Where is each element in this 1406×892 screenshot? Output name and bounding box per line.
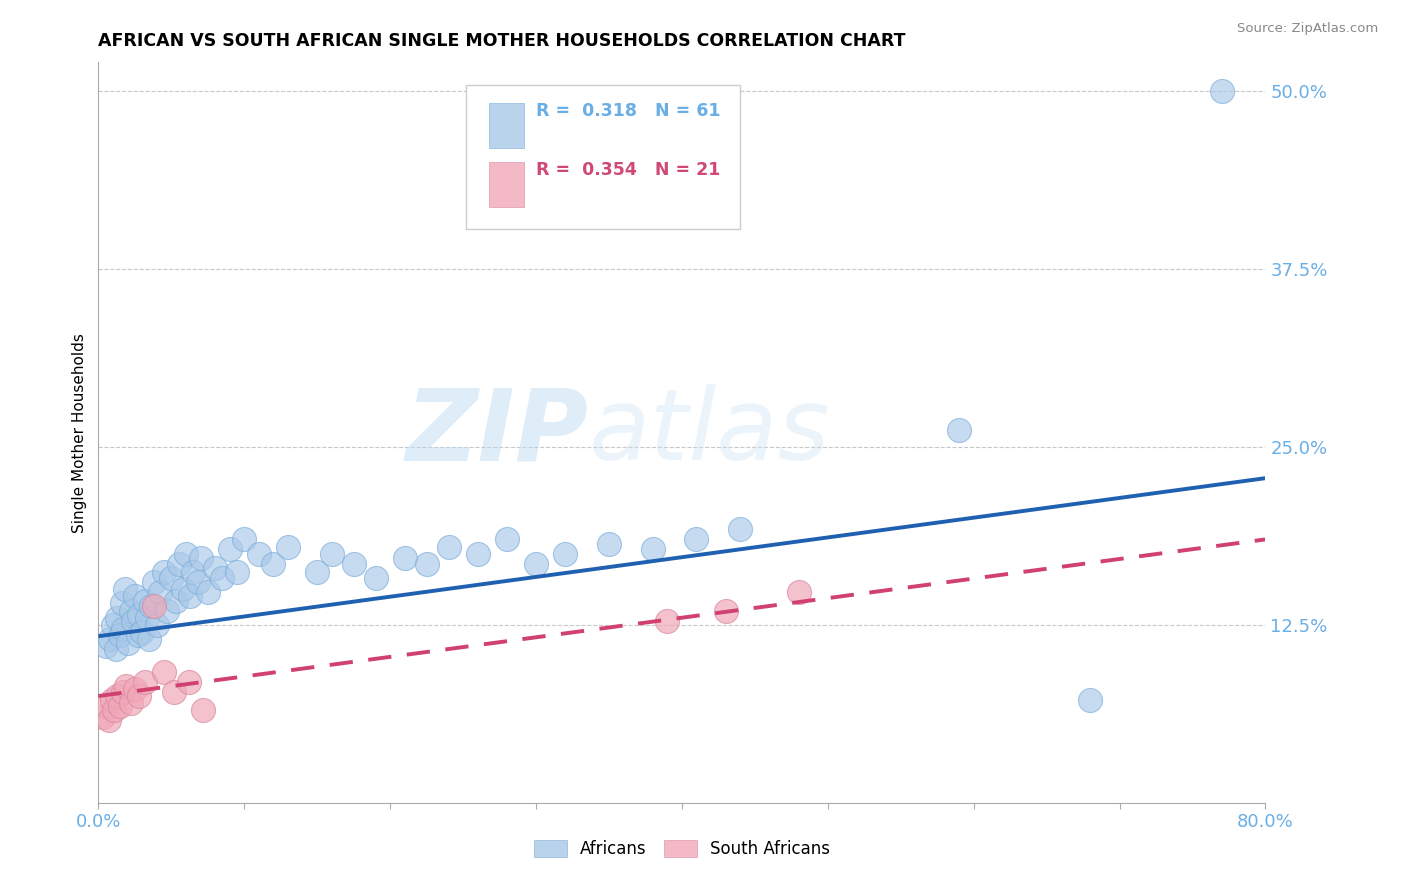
Point xyxy=(190,550,212,565)
FancyBboxPatch shape xyxy=(489,162,524,207)
Point xyxy=(111,597,134,611)
Point xyxy=(142,575,165,590)
Text: R =  0.354   N = 21: R = 0.354 N = 21 xyxy=(536,161,720,178)
Point xyxy=(226,565,249,579)
Point xyxy=(233,533,256,547)
Text: ZIP: ZIP xyxy=(405,384,589,481)
Point xyxy=(174,547,197,561)
Point xyxy=(122,614,145,628)
Point xyxy=(343,557,366,571)
Point xyxy=(163,685,186,699)
Point xyxy=(98,632,121,646)
Point xyxy=(524,557,547,571)
Point xyxy=(91,710,114,724)
Point xyxy=(167,557,190,571)
Text: AFRICAN VS SOUTH AFRICAN SINGLE MOTHER HOUSEHOLDS CORRELATION CHART: AFRICAN VS SOUTH AFRICAN SINGLE MOTHER H… xyxy=(98,32,905,50)
Point xyxy=(94,698,117,713)
Point xyxy=(181,565,204,579)
Point xyxy=(657,614,679,628)
Point xyxy=(187,575,209,590)
Point xyxy=(104,642,127,657)
Point xyxy=(110,698,132,713)
Point xyxy=(467,547,489,561)
Point xyxy=(146,617,169,632)
Point xyxy=(124,681,146,696)
Point xyxy=(1080,693,1102,707)
Point xyxy=(120,696,142,710)
Point xyxy=(131,624,153,639)
FancyBboxPatch shape xyxy=(489,103,524,147)
Point xyxy=(135,610,157,624)
Point xyxy=(1211,84,1233,98)
Point xyxy=(179,590,201,604)
Point xyxy=(394,550,416,565)
Point xyxy=(139,599,162,614)
Point xyxy=(714,604,737,618)
Point xyxy=(94,639,117,653)
Point xyxy=(117,636,139,650)
Point xyxy=(197,585,219,599)
Point xyxy=(134,593,156,607)
Point xyxy=(437,540,460,554)
Point xyxy=(128,689,150,703)
Point xyxy=(105,689,128,703)
Point xyxy=(165,593,187,607)
Text: Source: ZipAtlas.com: Source: ZipAtlas.com xyxy=(1237,22,1378,36)
Point xyxy=(120,604,142,618)
Point xyxy=(321,547,343,561)
Point xyxy=(142,599,165,614)
Point xyxy=(149,585,172,599)
Point xyxy=(193,703,215,717)
Point xyxy=(103,703,125,717)
Point xyxy=(598,536,620,550)
Point xyxy=(172,582,194,597)
Point xyxy=(101,617,124,632)
Point xyxy=(262,557,284,571)
Point xyxy=(138,632,160,646)
Y-axis label: Single Mother Households: Single Mother Households xyxy=(72,333,87,533)
Point xyxy=(787,585,810,599)
Point xyxy=(177,674,200,689)
Point xyxy=(554,547,576,561)
Point xyxy=(307,565,329,579)
Point xyxy=(685,533,707,547)
Point xyxy=(247,547,270,561)
Point xyxy=(112,622,135,636)
Point xyxy=(124,590,146,604)
Point xyxy=(127,628,149,642)
Point xyxy=(496,533,519,547)
Point xyxy=(128,607,150,622)
Point xyxy=(218,542,240,557)
Point xyxy=(97,713,120,727)
Point xyxy=(134,674,156,689)
Point xyxy=(415,557,437,571)
Point xyxy=(948,423,970,437)
Point xyxy=(153,665,176,679)
Point xyxy=(641,542,664,557)
Point xyxy=(364,571,387,585)
Point xyxy=(153,565,176,579)
Point xyxy=(114,582,136,597)
Point xyxy=(105,610,128,624)
Point xyxy=(211,571,233,585)
Point xyxy=(730,523,752,537)
Point xyxy=(160,571,183,585)
Text: atlas: atlas xyxy=(589,384,830,481)
FancyBboxPatch shape xyxy=(465,85,741,229)
Point xyxy=(277,540,299,554)
Point xyxy=(115,679,138,693)
Point xyxy=(156,604,179,618)
Text: R =  0.318   N = 61: R = 0.318 N = 61 xyxy=(536,102,720,120)
Point xyxy=(100,693,122,707)
Point xyxy=(112,685,135,699)
Legend: Africans, South Africans: Africans, South Africans xyxy=(527,833,837,865)
Point xyxy=(204,561,226,575)
Point xyxy=(110,628,132,642)
